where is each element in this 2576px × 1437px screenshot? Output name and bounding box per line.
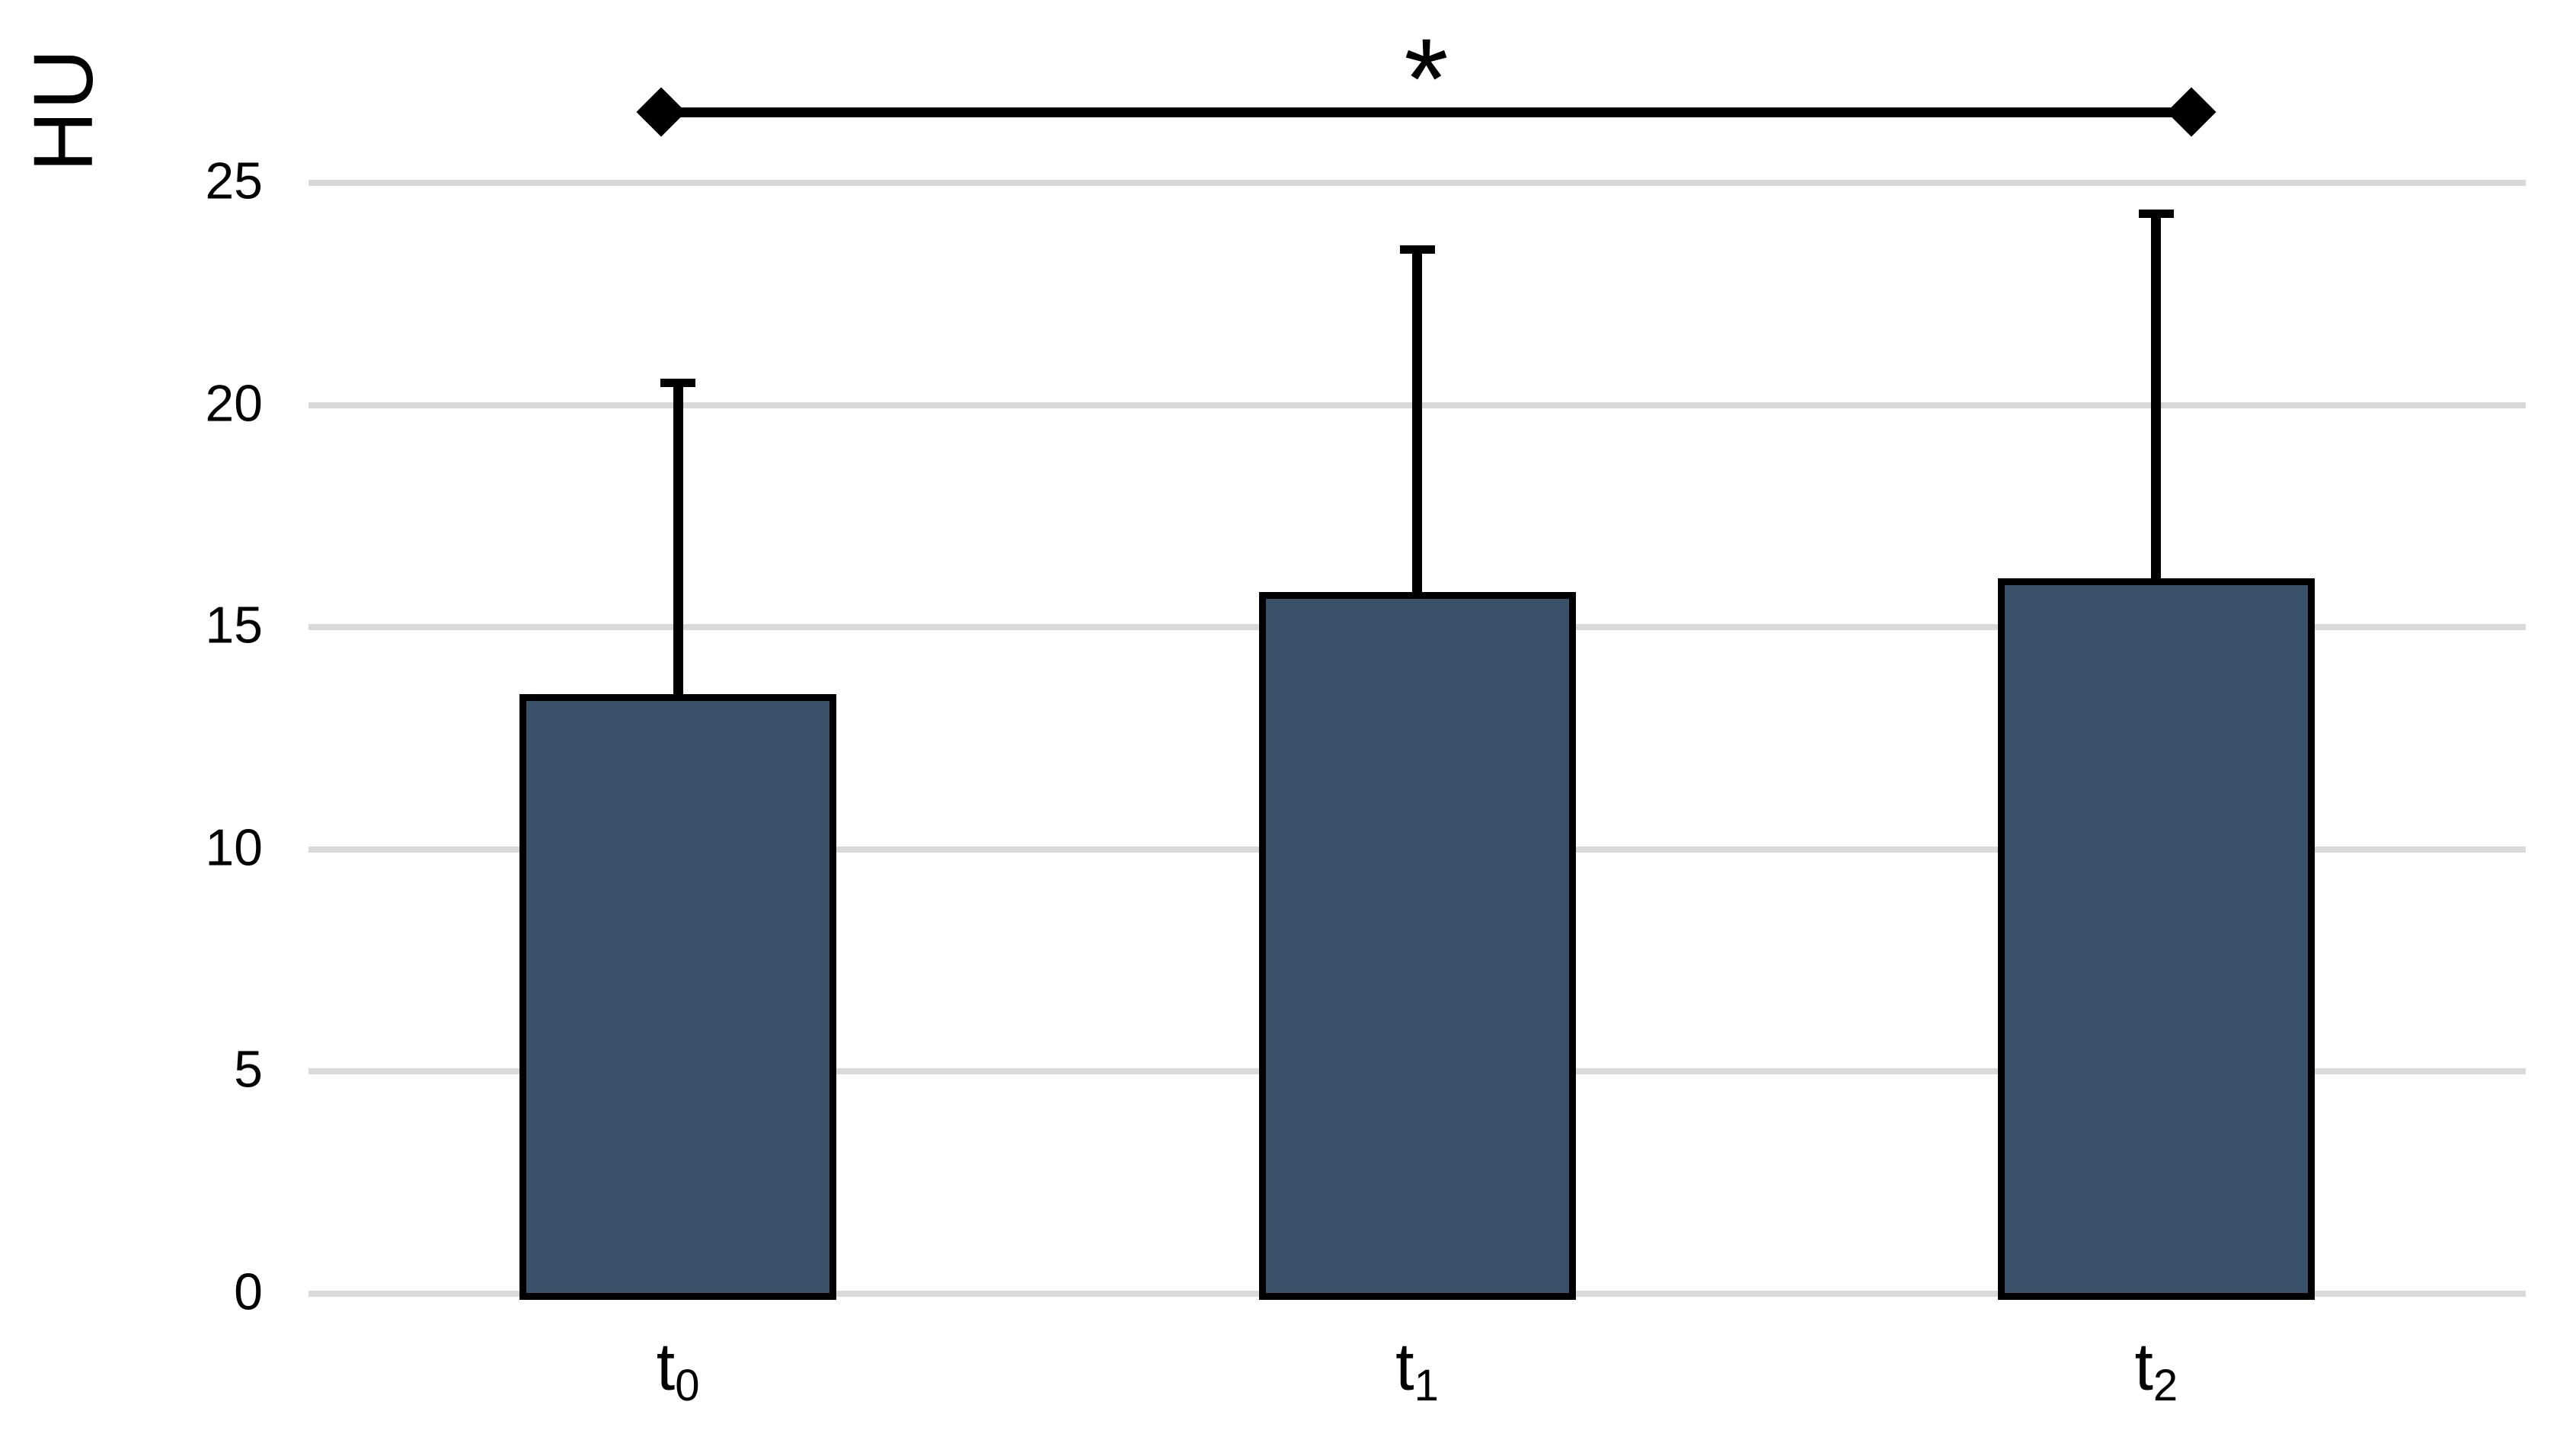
significance-asterisk: * [1404,14,1449,142]
error-bar-line [673,378,683,694]
bar [1258,591,1576,1300]
y-tick-label: 0 [234,1263,263,1321]
y-tick-label: 25 [205,152,263,210]
significance-line [661,107,2191,117]
y-tick-label: 20 [205,373,263,432]
bar [519,693,837,1300]
error-bar-line [2151,209,2162,579]
x-category-label: t0 [656,1329,700,1410]
y-tick-label: 5 [234,1040,263,1099]
y-tick-label: 15 [205,596,263,654]
x-category-label: t1 [1395,1329,1439,1410]
diamond-endpoint-right [2166,87,2216,137]
gridline [308,180,2526,186]
y-tick-label: 10 [205,818,263,877]
error-bar-line [1412,245,1422,592]
error-bar-cap [1399,245,1435,254]
error-bar-cap [2138,209,2174,218]
bar [1997,578,2315,1300]
y-axis-title: HU [17,47,110,172]
error-bar-cap [660,378,696,387]
diamond-endpoint-left [636,87,686,137]
x-category-label: t2 [2134,1329,2178,1410]
